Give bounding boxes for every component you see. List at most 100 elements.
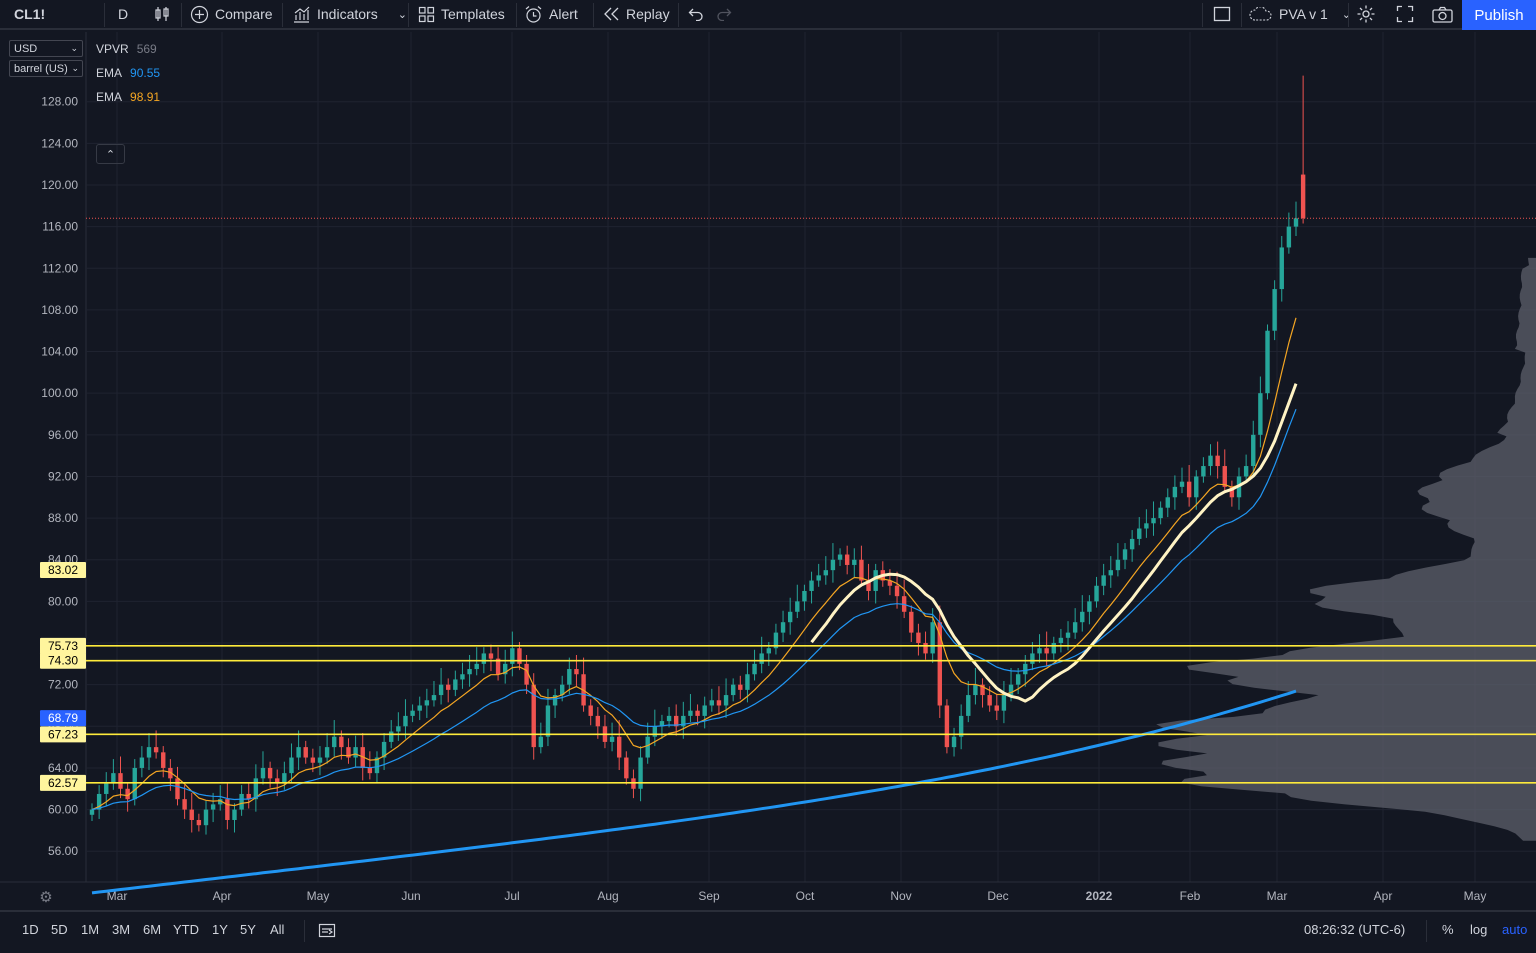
- candle-body: [239, 793, 244, 810]
- candle-body: [773, 632, 779, 649]
- indicators-label: Indicators: [317, 6, 378, 22]
- candle-body: [289, 757, 294, 774]
- y-tick-label: 88.00: [48, 511, 78, 525]
- ema-price-label-bg: [40, 710, 86, 727]
- candle-body: [360, 747, 365, 768]
- x-tick-label: May: [307, 889, 330, 903]
- x-tick-label: Dec: [987, 889, 1008, 903]
- range-6m[interactable]: 6M: [143, 922, 162, 937]
- currency-label: USD: [14, 42, 38, 55]
- candle-body: [937, 622, 942, 706]
- redo-button[interactable]: [716, 0, 732, 28]
- y-tick-label: 56.00: [48, 844, 78, 858]
- candle-body: [89, 809, 95, 815]
- legend-value: 98.91: [130, 90, 161, 104]
- gear-icon: ⚙: [39, 888, 52, 906]
- candle-body: [1222, 466, 1227, 487]
- level-price-label: 74.30: [48, 654, 78, 668]
- candle-body: [467, 669, 472, 675]
- unit-label: barrel (US): [14, 62, 68, 75]
- candle-body: [1165, 497, 1170, 508]
- candle-body: [567, 669, 572, 685]
- publish-button[interactable]: Publish: [1462, 0, 1536, 30]
- range-1d[interactable]: 1D: [22, 922, 39, 937]
- candle-body: [339, 736, 344, 748]
- templates-button[interactable]: Templates: [418, 0, 505, 28]
- range-1m[interactable]: 1M: [81, 922, 100, 937]
- percent-toggle[interactable]: %: [1442, 922, 1454, 937]
- candle-body: [324, 747, 330, 758]
- log-toggle[interactable]: log: [1470, 922, 1488, 937]
- range-all[interactable]: All: [270, 922, 285, 937]
- toolbar-divider: [181, 3, 182, 27]
- snapshot-button[interactable]: [1432, 0, 1453, 28]
- range-1y[interactable]: 1Y: [212, 922, 228, 937]
- candle-body: [723, 695, 729, 706]
- interval-button[interactable]: D: [118, 0, 128, 28]
- chart-type-button[interactable]: [154, 0, 170, 28]
- layout-select-button[interactable]: [1213, 0, 1231, 28]
- level-price-label-bg: [40, 652, 86, 669]
- candle-body: [738, 684, 743, 690]
- toolbar-divider: [104, 3, 105, 27]
- candle-body: [930, 622, 935, 654]
- settings-button[interactable]: [1356, 0, 1376, 28]
- toolbar-divider: [516, 3, 517, 27]
- candle-body: [552, 695, 558, 706]
- level-price-label-bg: [40, 726, 86, 743]
- chevron-down-icon: ⌄: [397, 8, 407, 21]
- x-tick-label: Aug: [597, 889, 618, 903]
- date-range-icon[interactable]: [318, 922, 336, 942]
- candle-body: [958, 715, 964, 737]
- candle-body: [267, 767, 273, 779]
- toolbar-divider: [282, 3, 283, 27]
- range-5d[interactable]: 5D: [51, 922, 68, 937]
- candle-body: [894, 585, 900, 597]
- range-5y[interactable]: 5Y: [240, 922, 256, 937]
- legend-row-ema-2[interactable]: EMA 98.91: [96, 90, 160, 104]
- candle-body: [1065, 632, 1071, 638]
- candle-body: [645, 736, 650, 758]
- undo-button[interactable]: [688, 0, 704, 28]
- fullscreen-button[interactable]: [1396, 0, 1414, 28]
- candle-body: [1001, 695, 1007, 711]
- range-ytd[interactable]: YTD: [173, 922, 199, 937]
- candle-body: [1258, 393, 1263, 435]
- candle-body: [652, 726, 658, 737]
- clock-display[interactable]: 08:26:32 (UTC-6): [1304, 922, 1406, 937]
- auto-toggle[interactable]: auto: [1502, 922, 1528, 937]
- y-tick-label: 64.00: [48, 761, 78, 775]
- currency-select[interactable]: USD ⌄: [9, 40, 83, 57]
- collapse-legend-button[interactable]: ⌃: [96, 144, 125, 164]
- legend-row-ema-1[interactable]: EMA 90.55: [96, 66, 160, 80]
- unit-select[interactable]: barrel (US) ⌄: [9, 60, 83, 77]
- level-price-label-bg: [40, 774, 86, 791]
- y-tick-label: 80.00: [48, 594, 78, 608]
- symbol-search[interactable]: CL1!: [14, 0, 45, 28]
- candle-body: [146, 747, 152, 758]
- legend-row-vpvr[interactable]: VPVR 569: [96, 42, 157, 56]
- range-3m[interactable]: 3M: [112, 922, 131, 937]
- chart-pane[interactable]: 128.00 124.00 120.00 116.00 112.00 108.00 104.…: [0, 32, 1536, 908]
- y-tick-label: 120.00: [41, 178, 78, 192]
- y-tick-label: 96.00: [48, 428, 78, 442]
- alert-button[interactable]: Alert: [524, 0, 578, 28]
- ema-slow-line: [91, 689, 1297, 895]
- price-chart[interactable]: 128.00 124.00 120.00 116.00 112.00 108.00 104.…: [0, 32, 1536, 908]
- replay-button[interactable]: Replay: [603, 0, 670, 28]
- plus-circle-icon: [190, 5, 209, 24]
- indicators-button[interactable]: Indicators ⌄: [292, 0, 407, 28]
- candle-body: [987, 695, 992, 706]
- candle-body: [253, 778, 259, 800]
- compare-button[interactable]: Compare: [190, 0, 273, 28]
- candle-body: [495, 658, 501, 675]
- candle-body: [816, 575, 821, 581]
- layout-name-label: PVA v 1: [1279, 6, 1328, 22]
- candle-body: [787, 611, 793, 623]
- level-price-label-bg: [40, 637, 86, 654]
- layout-name-button[interactable]: PVA v 1 ⌄: [1249, 0, 1351, 28]
- redo-icon: [716, 7, 732, 21]
- candle-body: [189, 809, 194, 820]
- candle-body: [1272, 289, 1277, 331]
- candle-body: [232, 809, 237, 820]
